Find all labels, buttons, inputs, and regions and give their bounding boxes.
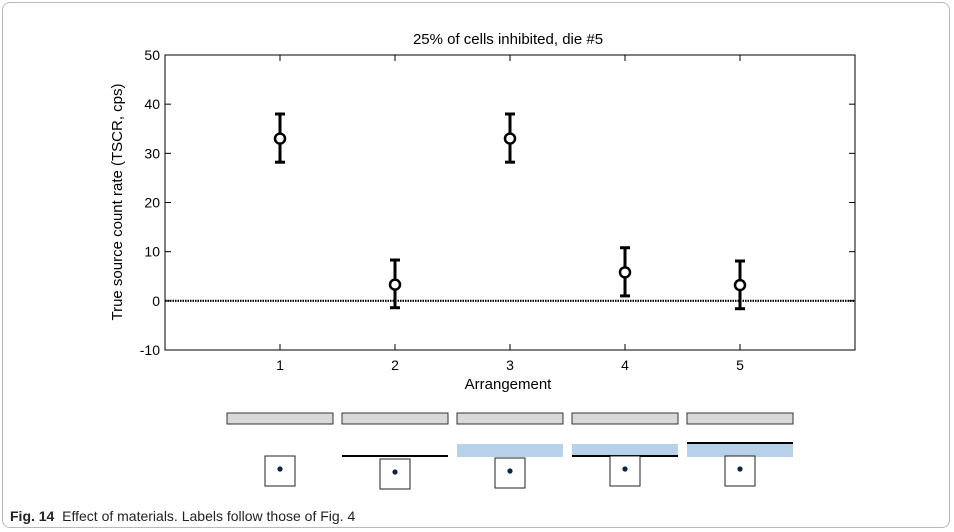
arrangement-diagram [571,412,679,487]
y-tick-label: 40 [144,96,160,112]
detector-dot [392,469,398,475]
y-tick-label: 50 [144,47,160,63]
x-axis-label: Arrangement [465,376,553,393]
source-plate [226,412,334,425]
y-tick-label: -10 [140,342,160,358]
source-plate [571,412,679,425]
point-marker [618,266,632,279]
data-point [503,112,517,164]
point-marker [273,132,287,145]
data-point [273,112,287,164]
point-marker [503,132,517,145]
detector-box [264,455,296,487]
caption-label: Fig. 14 [10,508,55,524]
caption-text: Effect of materials. Labels follow those… [62,508,356,524]
detector-dot [622,466,628,472]
x-tick-label: 3 [506,357,514,373]
point-marker [388,278,402,291]
x-tick-label: 4 [621,357,629,373]
detector-dot [507,468,513,474]
chart-title: 25% of cells inhibited, die #5 [413,31,603,48]
arrangement-diagram [226,412,334,487]
y-tick-label: 0 [152,293,160,309]
data-point [618,246,632,298]
arrangement-diagrams [226,412,794,490]
detector-dot [277,466,283,472]
y-tick-label: 20 [144,195,160,211]
arrangement-diagram [456,412,564,489]
material-layer [687,444,793,457]
material-layer [572,444,678,457]
figure-caption: Fig. 14 Effect of materials. Labels foll… [10,508,355,524]
y-tick-label: 10 [144,244,160,260]
data-point [388,258,402,310]
y-axis-label: True source count rate (TSCR, cps) [109,83,126,320]
arrangement-diagram [686,412,794,487]
x-tick-label: 2 [391,357,399,373]
plot-frame [164,54,856,351]
x-tick-label: 5 [736,357,744,373]
arrangement-diagram [341,412,449,490]
plot-area: -10 0 10 20 30 40 50 1 2 3 4 5 [140,47,856,373]
source-plate [341,412,449,425]
source-plate [686,412,794,425]
source-plate [456,412,564,425]
x-tick-label: 1 [276,357,284,373]
material-layer [457,444,563,457]
detector-dot [737,466,743,472]
y-tick-label: 30 [144,145,160,161]
data-point [733,259,747,311]
point-marker [733,278,747,292]
